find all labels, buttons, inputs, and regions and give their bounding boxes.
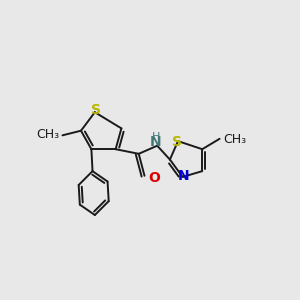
Text: S: S: [172, 135, 182, 149]
Text: CH₃: CH₃: [223, 133, 246, 146]
Text: N: N: [178, 169, 189, 183]
Text: CH₃: CH₃: [36, 128, 59, 141]
Text: S: S: [91, 103, 101, 117]
Text: N: N: [150, 135, 162, 149]
Text: H: H: [152, 132, 160, 142]
Text: O: O: [149, 171, 161, 185]
